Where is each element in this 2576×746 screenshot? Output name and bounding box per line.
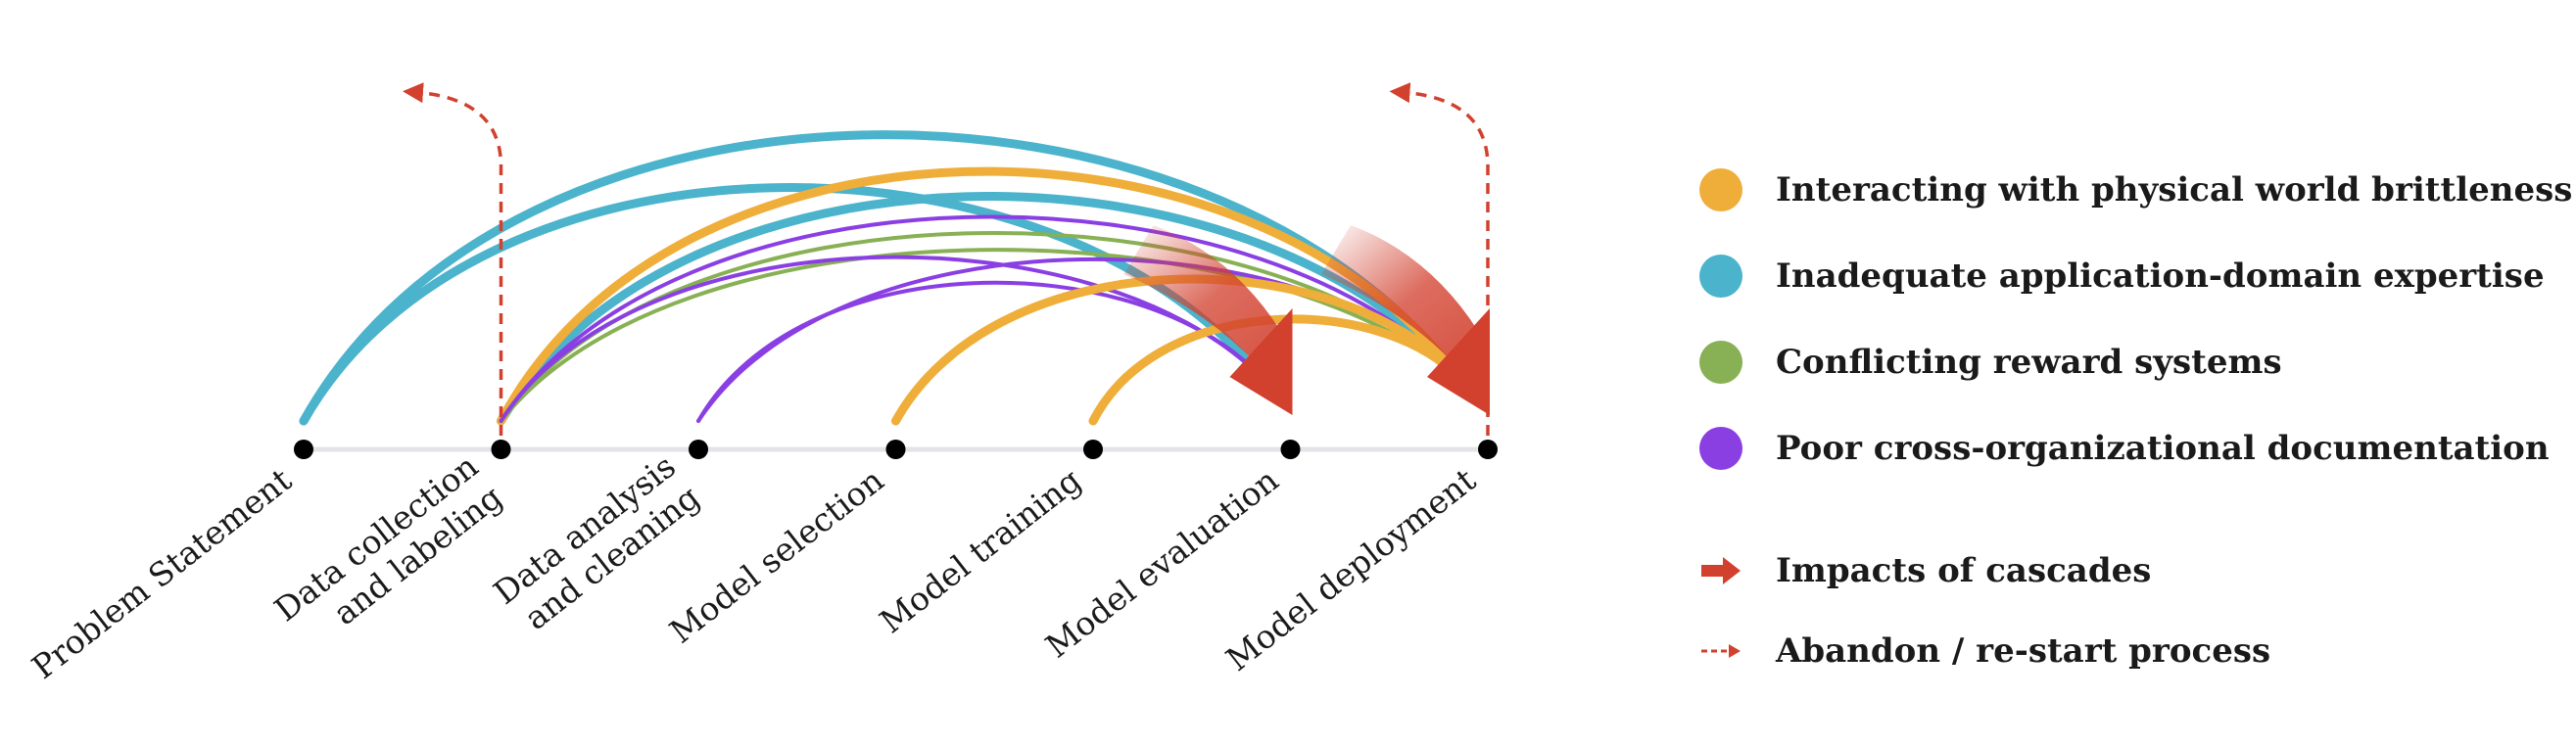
legend-label-abandon: Abandon / re-start process bbox=[1776, 631, 2271, 671]
legend-item-physical: Interacting with physical world brittlen… bbox=[1699, 147, 2572, 233]
legend-label-impacts: Impacts of cascades bbox=[1776, 551, 2152, 590]
stage-node bbox=[1280, 440, 1301, 459]
legend-swatch-reward bbox=[1699, 341, 1742, 384]
legend: Interacting with physical world brittlen… bbox=[1699, 147, 2572, 691]
legend-item-reward: Conflicting reward systems bbox=[1699, 319, 2561, 405]
legend-swatch-domain bbox=[1699, 255, 1742, 298]
impact-arrow bbox=[1123, 225, 1293, 415]
legend-item-domain: Inadequate application-domain expertise bbox=[1699, 233, 2561, 319]
stage-node bbox=[294, 440, 313, 459]
legend-item-documentation: Poor cross-organizational documentation bbox=[1699, 405, 2561, 491]
impact-arrow bbox=[1321, 225, 1490, 415]
cascade-arc-documentation bbox=[696, 280, 1264, 423]
legend-item-abandon: Abandon / re-start process bbox=[1699, 611, 2561, 691]
restart-arrow bbox=[403, 82, 503, 436]
stage-node bbox=[885, 440, 906, 459]
stage-label: Model training bbox=[873, 461, 1088, 641]
stage-node bbox=[491, 440, 511, 459]
stage-label: Problem Statement bbox=[24, 461, 299, 687]
legend-label-reward: Conflicting reward systems bbox=[1776, 343, 2282, 382]
stage-label: Data collectionand labeling bbox=[267, 446, 509, 659]
legend-swatch-documentation bbox=[1699, 427, 1742, 470]
legend-item-impacts: Impacts of cascades bbox=[1699, 531, 2561, 611]
legend-label-physical: Interacting with physical world brittlen… bbox=[1776, 170, 2573, 210]
cascade-arc-reward bbox=[499, 248, 1460, 423]
dashed-arrow-icon bbox=[1699, 629, 1742, 673]
stage-label: Model selection bbox=[662, 461, 890, 651]
restart-arrow bbox=[1389, 82, 1490, 436]
stage-node bbox=[689, 440, 708, 459]
legend-label-domain: Inadequate application-domain expertise bbox=[1776, 256, 2545, 296]
cascade-arc-domain bbox=[497, 192, 1463, 426]
cascade-arc-documentation bbox=[499, 214, 1460, 423]
legend-label-documentation: Poor cross-organizational documentation bbox=[1776, 429, 2550, 468]
red-arrow-icon bbox=[1699, 549, 1742, 592]
stage-node bbox=[1478, 440, 1498, 459]
legend-swatch-physical bbox=[1699, 168, 1742, 211]
stage-node bbox=[1083, 440, 1103, 459]
